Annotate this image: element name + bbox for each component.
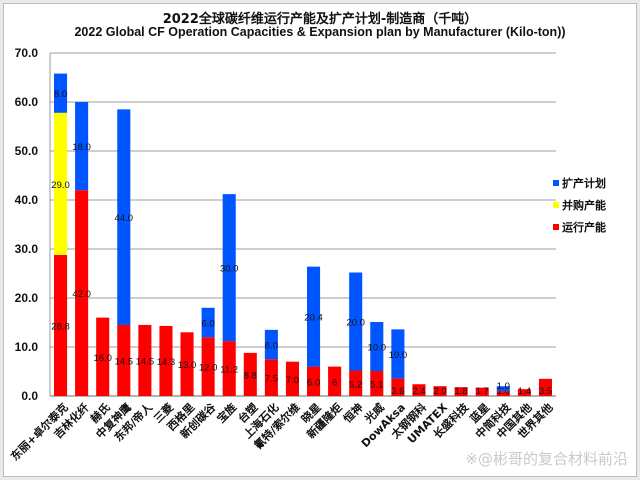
y-tick-label: 20.0	[15, 291, 39, 305]
bar-segment	[412, 384, 426, 396]
data-label: 13.0	[178, 360, 197, 371]
data-label: 29.0	[51, 180, 70, 191]
data-label: 20.0	[346, 318, 365, 329]
bar-segment	[117, 109, 131, 325]
legend-swatch	[553, 202, 559, 208]
bar-segment	[391, 378, 405, 396]
bar-segment	[54, 112, 68, 255]
data-label: 5.2	[349, 379, 362, 390]
data-label: 8.8	[244, 370, 257, 381]
bar-segment	[370, 322, 384, 372]
data-label: 18.0	[72, 142, 91, 153]
bar-segment	[496, 386, 510, 392]
y-tick-label: 30.0	[15, 242, 39, 256]
bar-segment	[96, 317, 110, 396]
data-label: 8.0	[54, 89, 67, 100]
bar-segment	[285, 361, 299, 396]
bar-segment	[538, 378, 552, 396]
bar-segment	[222, 194, 236, 342]
watermark: ※@彬哥的复合材料前沿	[465, 450, 628, 468]
bar-segment	[201, 337, 215, 396]
bar-segment	[433, 386, 447, 396]
bar-segment	[517, 389, 531, 396]
chart-title: 2022全球碳纤维运行产能及扩产计划-制造商（千吨）	[162, 12, 478, 27]
bar-segment	[75, 190, 89, 396]
bar-segment	[117, 324, 131, 396]
bar-segment	[307, 266, 321, 367]
y-tick-label: 10.0	[15, 340, 39, 354]
bar-segment	[243, 352, 257, 396]
bar-segment	[370, 371, 384, 396]
data-label: 7.5	[265, 374, 278, 385]
x-tick-label: 恒神	[340, 400, 365, 425]
legend-swatch	[553, 224, 559, 230]
legend-label: 扩产计划	[562, 176, 606, 190]
bar-segment	[496, 391, 510, 396]
y-tick-label: 0.0	[21, 389, 38, 403]
bar-segment	[54, 254, 68, 396]
data-label: 6	[332, 377, 337, 388]
data-label: 2.4	[412, 386, 425, 397]
data-label: 42.0	[72, 289, 91, 300]
data-label: 11.2	[220, 365, 238, 376]
data-label: 10.0	[389, 350, 408, 361]
data-label: 1.7	[476, 386, 489, 397]
chart-frame	[3, 3, 637, 477]
data-label: 6.0	[307, 377, 320, 388]
data-label: 3.5	[539, 386, 552, 397]
y-tick-label: 70.0	[15, 46, 39, 60]
bar-segment	[222, 341, 236, 396]
data-label: 20.4	[304, 313, 323, 324]
bar-segment	[264, 329, 278, 360]
data-label: 1.0	[497, 386, 510, 397]
bar-segment	[75, 102, 89, 191]
legend-label: 并购产能	[562, 198, 606, 212]
y-tick-label: 60.0	[15, 95, 39, 109]
data-label: 14.5	[136, 356, 155, 367]
data-label: 6.0	[265, 341, 278, 352]
bar-segment	[138, 324, 152, 396]
data-label: 16.0	[93, 353, 112, 364]
data-label: 5.1	[370, 380, 383, 391]
data-label: 1.4	[518, 386, 531, 397]
bar-segment	[349, 370, 363, 396]
data-label: 7.0	[286, 375, 299, 386]
bar-segment	[349, 272, 363, 371]
data-label: 14.3	[157, 357, 176, 368]
data-label: 30.0	[220, 264, 239, 275]
bar-segment	[159, 325, 173, 396]
bar-segment	[391, 329, 405, 379]
y-tick-label: 50.0	[15, 144, 39, 158]
data-label: 2.0	[433, 386, 446, 397]
data-label: 28.8	[51, 321, 70, 332]
bar-segment	[180, 332, 194, 396]
data-label: 14.5	[115, 356, 134, 367]
data-label: 10.0	[368, 343, 387, 354]
chart-subtitle: 2022 Global CF Operation Capacities & Ex…	[74, 25, 566, 39]
data-label: 44.0	[115, 213, 134, 224]
data-label: 6.0	[202, 319, 215, 330]
bar-segment	[201, 307, 215, 338]
data-label: 1.8	[455, 386, 468, 397]
bar-segment	[54, 73, 68, 113]
legend-label: 运行产能	[562, 220, 606, 234]
bar-segment	[264, 359, 278, 396]
y-tick-label: 40.0	[15, 193, 39, 207]
data-label: 3.6	[391, 386, 404, 397]
legend-swatch	[553, 180, 559, 186]
bar-segment	[328, 366, 342, 396]
bar-segment	[307, 366, 321, 396]
bar-segment	[475, 387, 489, 396]
bar-segment	[454, 387, 468, 396]
data-label: 1.0	[497, 381, 510, 392]
data-label: 12.0	[199, 363, 218, 374]
x-tick-label: 宝旌	[214, 400, 239, 425]
